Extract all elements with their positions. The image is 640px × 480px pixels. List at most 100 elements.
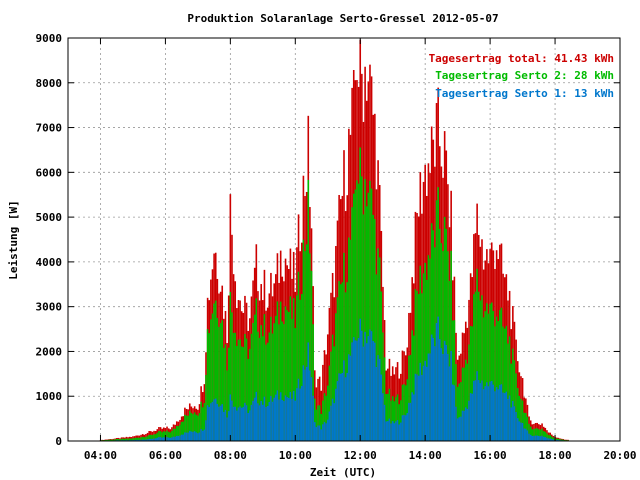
bar-serto-1	[526, 430, 529, 441]
bar-serto-2	[456, 386, 459, 441]
bar-serto-1	[341, 372, 344, 441]
bar-serto-2	[299, 299, 301, 441]
bar-serto-2	[541, 428, 543, 441]
bar-serto-1	[156, 437, 159, 441]
bar-serto-2	[185, 415, 188, 441]
legend-serto-1: Tagesertrag Serto 1: 13 kWh	[435, 87, 614, 100]
bar-serto-2	[201, 407, 204, 441]
bar-serto-1	[210, 403, 212, 441]
bar-serto-1	[291, 398, 293, 441]
bar-serto-1	[482, 389, 485, 441]
bar-serto-2	[151, 435, 154, 441]
bar-serto-1	[145, 439, 147, 441]
bar-serto-1	[250, 404, 253, 441]
bar-serto-2	[528, 423, 530, 441]
x-tick-label: 18:00	[538, 449, 571, 462]
bar-serto-2	[132, 438, 134, 441]
bar-serto-1	[192, 431, 194, 441]
bar-serto-2	[127, 438, 129, 441]
bar-serto-1	[513, 406, 516, 441]
bar-serto-2	[208, 333, 211, 441]
bar-serto-1	[174, 436, 176, 441]
bar-serto-2	[125, 438, 128, 441]
bar-serto-2	[515, 373, 517, 441]
bar-serto-1	[281, 399, 284, 441]
bar-serto-1	[377, 355, 379, 441]
bar-serto-2	[473, 294, 475, 441]
bar-serto-2	[479, 300, 482, 441]
bar-serto-1	[175, 435, 178, 441]
bar-serto-1	[317, 425, 319, 441]
bar-serto-2	[372, 214, 375, 441]
bar-serto-2	[231, 312, 233, 441]
bar-serto-1	[297, 378, 300, 441]
bar-serto-1	[197, 433, 199, 441]
bar-serto-1	[258, 405, 261, 441]
bar-serto-2	[289, 296, 292, 441]
bar-serto-1	[536, 435, 538, 441]
bar-serto-1	[443, 340, 446, 441]
bar-serto-2	[106, 439, 108, 441]
bar-serto-2	[193, 412, 196, 441]
bar-serto-1	[458, 417, 461, 441]
bar-serto-1	[460, 416, 462, 441]
bar-serto-1	[396, 420, 399, 441]
bar-serto-2	[223, 347, 225, 441]
bar-serto-2	[396, 394, 399, 441]
bar-serto-1	[185, 432, 188, 441]
bar-serto-1	[390, 423, 392, 441]
bar-serto-2	[244, 334, 246, 441]
bar-serto-1	[544, 437, 547, 441]
bar-serto-1	[521, 423, 524, 441]
bar-serto-2	[374, 219, 376, 441]
bar-serto-2	[414, 289, 417, 441]
bar-serto-2	[328, 365, 331, 441]
bar-serto-2	[260, 325, 262, 441]
bar-serto-1	[195, 432, 198, 441]
bar-serto-1	[503, 393, 506, 441]
bar-serto-2	[214, 300, 217, 441]
bar-serto-2	[330, 351, 332, 441]
bar-serto-2	[547, 435, 550, 441]
bar-serto-2	[494, 326, 496, 441]
bar-serto-2	[435, 200, 438, 441]
bar-serto-1	[260, 400, 262, 441]
bar-serto-1	[304, 369, 306, 441]
bar-serto-1	[247, 413, 250, 441]
bar-serto-2	[477, 291, 480, 441]
bar-serto-2	[111, 439, 113, 441]
bar-serto-1	[338, 373, 340, 441]
bar-serto-1	[455, 406, 457, 441]
bar-serto-2	[341, 282, 344, 441]
x-tick-label: 12:00	[344, 449, 377, 462]
bar-serto-2	[250, 333, 253, 441]
bar-serto-2	[562, 439, 564, 441]
bar-serto-1	[356, 340, 358, 441]
bar-serto-2	[297, 271, 300, 441]
bar-serto-2	[499, 310, 501, 441]
bar-serto-1	[180, 434, 183, 441]
bar-serto-1	[242, 406, 245, 441]
bar-serto-2	[234, 332, 237, 441]
bar-serto-1	[135, 439, 137, 441]
bar-serto-1	[546, 437, 548, 441]
bar-serto-1	[200, 429, 202, 441]
bar-serto-1	[286, 397, 288, 441]
bar-serto-1	[434, 346, 436, 441]
x-tick-label: 06:00	[149, 449, 182, 462]
bar-serto-2	[162, 431, 165, 441]
bar-serto-2	[466, 363, 469, 441]
bar-serto-1	[432, 337, 435, 441]
bar-serto-2	[145, 436, 147, 441]
bar-serto-1	[240, 407, 243, 441]
axis-ticks	[68, 37, 621, 442]
bar-serto-2	[239, 339, 241, 441]
bar-serto-1	[339, 373, 342, 441]
bar-serto-1	[497, 389, 500, 441]
bar-serto-2	[356, 180, 358, 442]
bar-serto-2	[463, 367, 465, 441]
bar-serto-2	[531, 429, 534, 441]
bar-serto-2	[288, 312, 290, 441]
bar-serto-2	[424, 262, 426, 441]
bar-serto-1	[153, 438, 155, 441]
